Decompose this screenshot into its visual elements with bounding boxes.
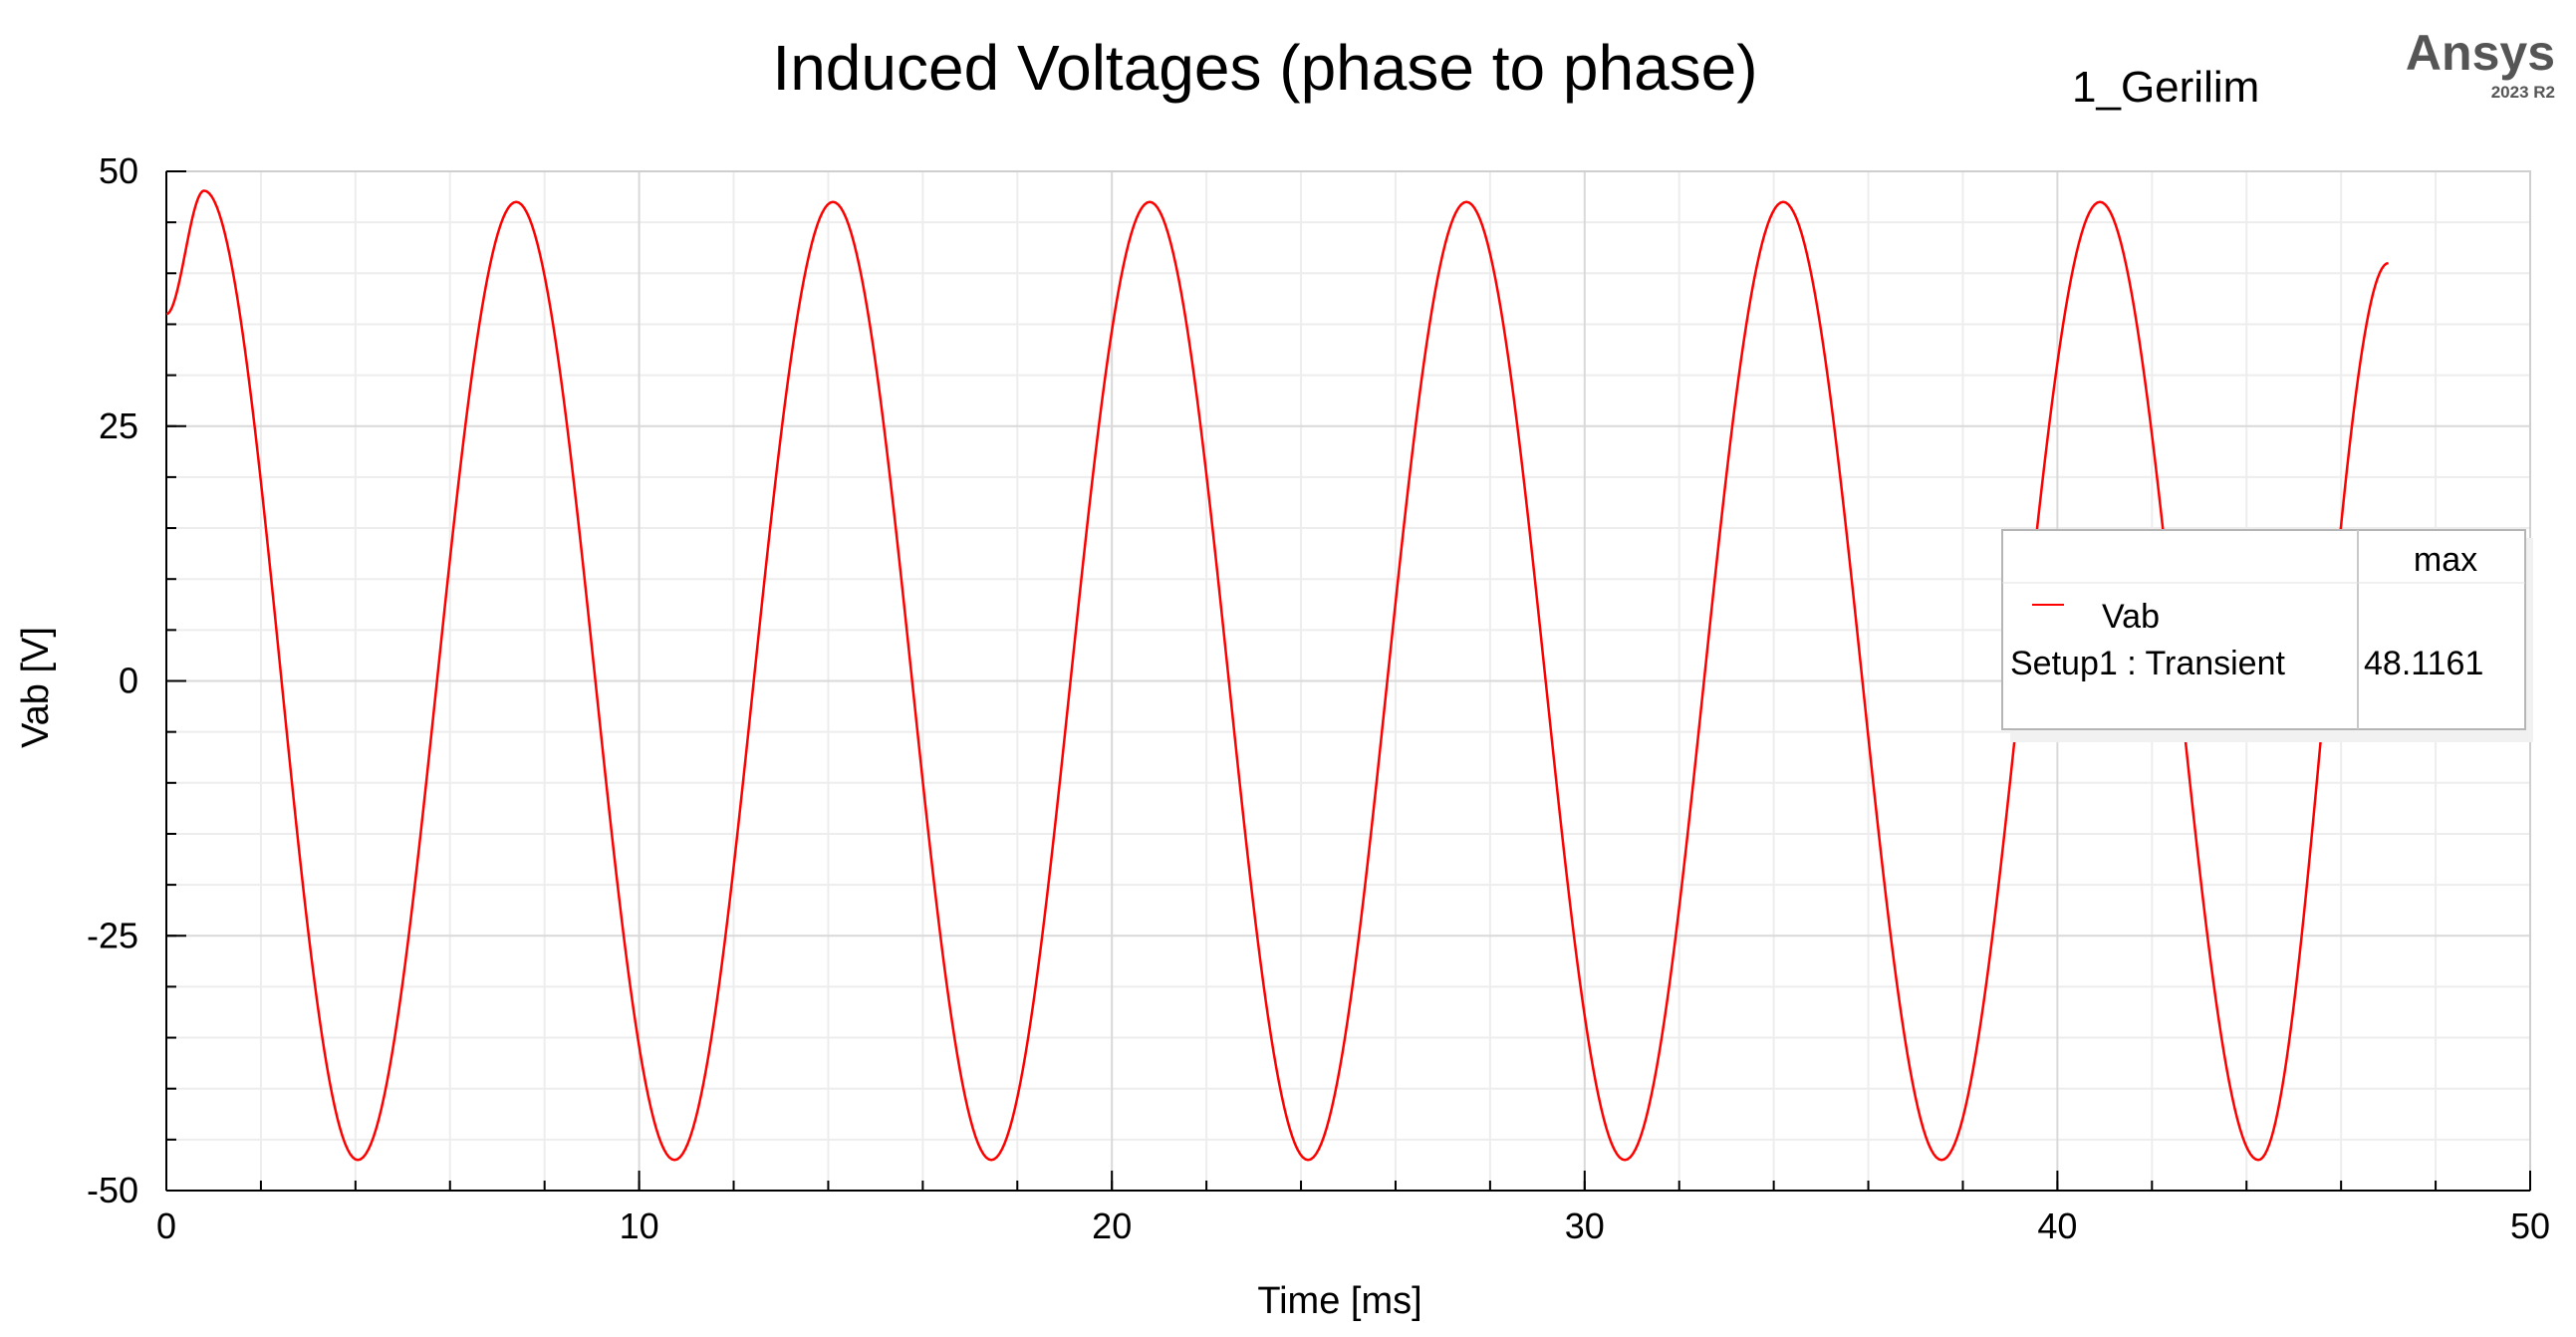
legend-box [2001, 529, 2526, 730]
x-tick-label: 40 [2037, 1205, 2077, 1246]
y-tick-label: -50 [87, 1170, 138, 1210]
legend-entry-source: Setup1 : Transient [2010, 645, 2286, 682]
brand-version: 2023 R2 [2491, 83, 2555, 102]
y-axis-label: Vab [V] [15, 627, 57, 748]
y-tick-label: 25 [99, 405, 138, 446]
legend-entry-name: Vab [2102, 598, 2160, 636]
y-tick-label: 0 [119, 661, 138, 701]
y-tick-label: -25 [87, 915, 138, 955]
x-tick-label: 30 [1565, 1205, 1605, 1246]
y-tick-label: 50 [99, 150, 138, 191]
x-tick-label: 10 [620, 1205, 659, 1246]
x-tick-label: 20 [1092, 1205, 1132, 1246]
legend-entry-max: 48.1161 [2364, 645, 2483, 682]
chart-subtitle: 1_Gerilim [2072, 63, 2259, 112]
legend-column-header: max [2414, 541, 2477, 579]
x-axis-label: Time [ms] [1257, 1280, 1421, 1322]
legend: max Vab Setup1 : Transient 48.1161 [2001, 529, 2533, 742]
brand-logo: Ansys [2406, 25, 2555, 81]
x-tick-label: 50 [2510, 1205, 2550, 1246]
x-tick-label: 0 [156, 1205, 176, 1246]
chart-title: Induced Voltages (phase to phase) [772, 32, 1757, 104]
